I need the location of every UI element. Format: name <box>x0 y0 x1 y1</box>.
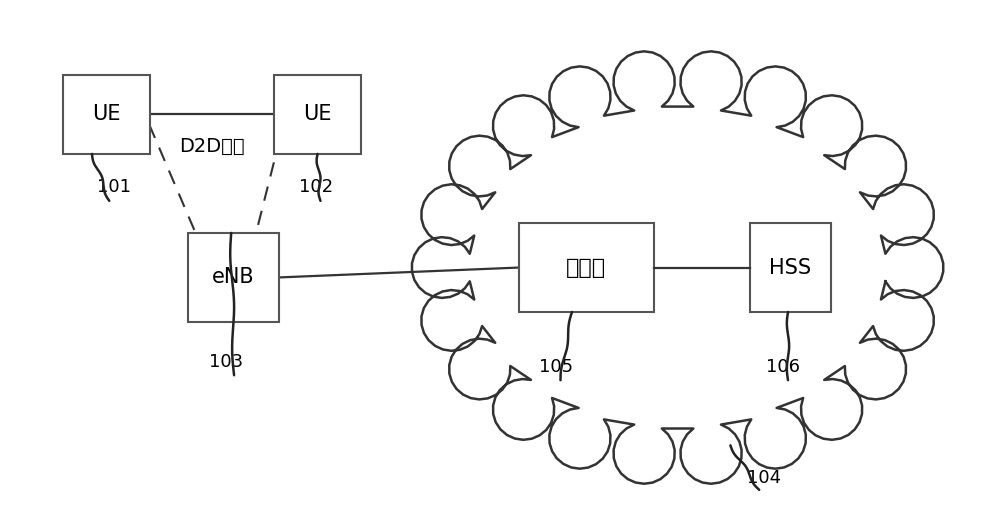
Text: HSS: HSS <box>769 257 811 278</box>
Text: 101: 101 <box>97 178 131 196</box>
Text: UE: UE <box>92 105 121 124</box>
Text: 服务器: 服务器 <box>566 257 606 278</box>
Text: UE: UE <box>303 105 332 124</box>
Bar <box>750 223 831 312</box>
Text: 106: 106 <box>766 358 800 376</box>
Bar <box>274 75 361 154</box>
Polygon shape <box>412 51 943 484</box>
Text: 103: 103 <box>209 353 243 371</box>
Bar <box>519 223 654 312</box>
Bar <box>188 233 279 322</box>
Text: 104: 104 <box>747 470 781 487</box>
Text: 105: 105 <box>539 358 573 376</box>
Text: eNB: eNB <box>212 267 255 288</box>
Bar <box>63 75 150 154</box>
Text: D2D通信: D2D通信 <box>179 137 245 156</box>
Text: 102: 102 <box>299 178 333 196</box>
